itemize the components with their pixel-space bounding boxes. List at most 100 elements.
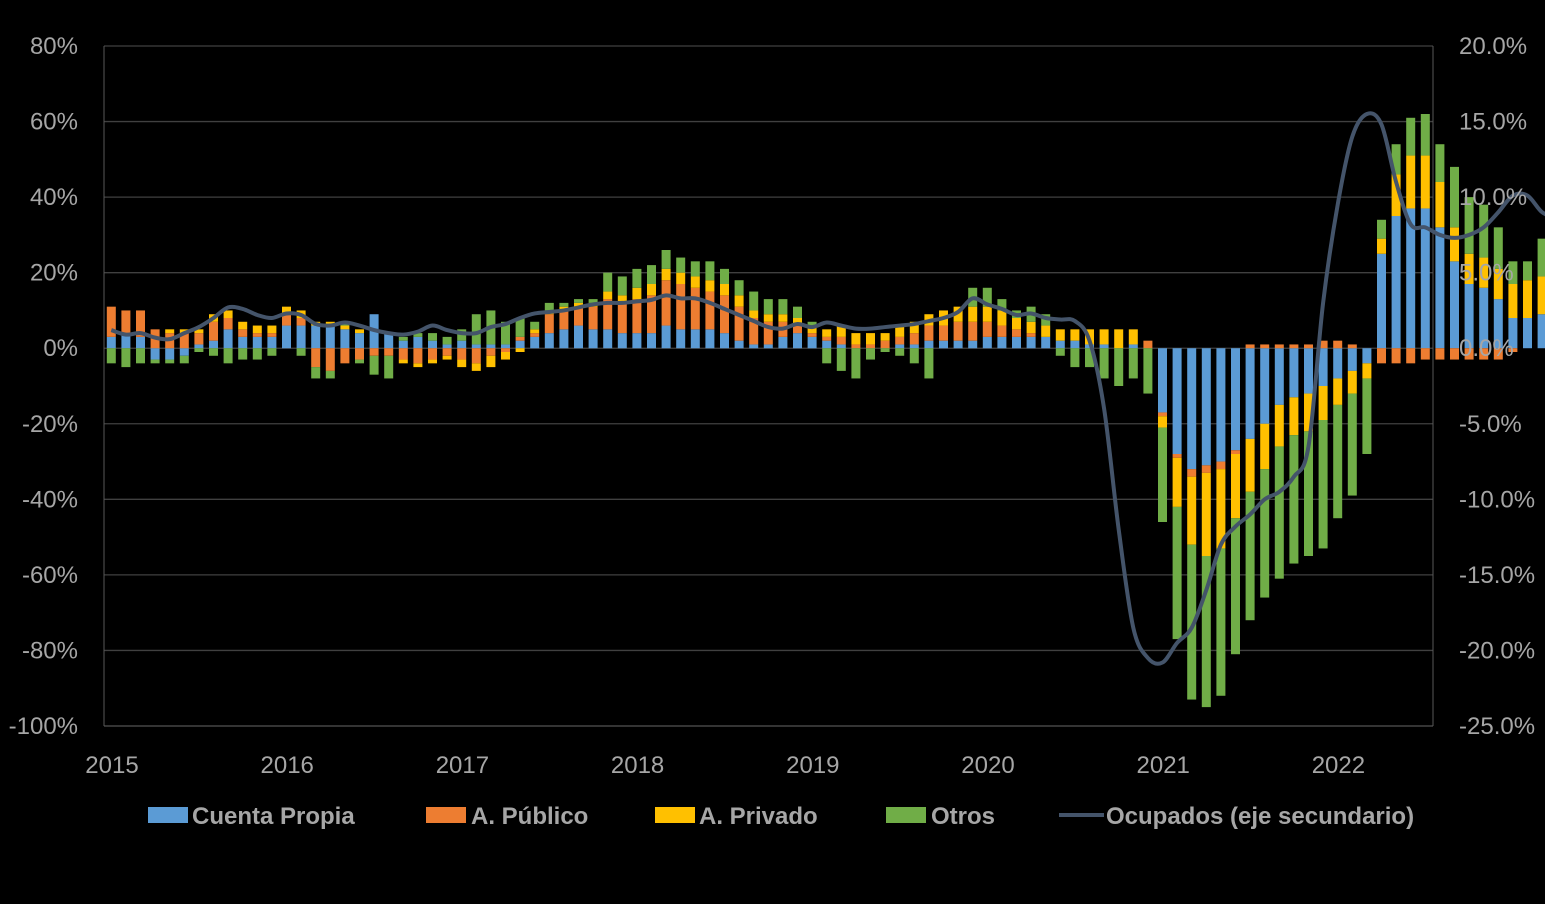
bar-segment-cuenta-propia (282, 325, 291, 349)
bar-segment-a-privado (632, 287, 642, 300)
bar-segment-a-privado (355, 329, 364, 334)
bar-segment-a-p-blico (807, 333, 817, 337)
bar-segment-otros (1070, 348, 1080, 368)
y-tick-label: 60% (30, 109, 78, 136)
bar-segment-a-privado (1479, 257, 1489, 288)
bar-segment-a-privado (1114, 329, 1124, 349)
bar-segment-cuenta-propia (1231, 348, 1240, 451)
bar-segment-cuenta-propia (1362, 348, 1372, 364)
bar-segment-a-p-blico (238, 329, 248, 337)
bar-segment-a-p-blico (1026, 333, 1036, 337)
ocupados-line (110, 111, 1545, 666)
bar-segment-cuenta-propia (1274, 348, 1284, 405)
bar-segment-a-p-blico (442, 348, 452, 356)
bar-segment-otros (705, 261, 715, 281)
bar-segment-otros (1201, 556, 1211, 708)
bar-segment-a-privado (1070, 329, 1080, 341)
bar-segment-a-p-blico (793, 325, 802, 334)
bar-segment-a-privado (457, 359, 467, 368)
bar-segment-cuenta-propia (1216, 348, 1226, 462)
bar-segment-a-p-blico (705, 291, 715, 330)
bar-segment-otros (106, 348, 116, 364)
bar-segment-otros (1187, 544, 1197, 700)
bar-segment-cuenta-propia (442, 344, 452, 349)
bar-segment-a-p-blico (1304, 344, 1313, 349)
bar-segment-a-p-blico (369, 348, 379, 356)
bar-segment-a-p-blico (1333, 340, 1343, 349)
bar-segment-a-privado (267, 325, 277, 334)
bar-segment-cuenta-propia (223, 329, 233, 349)
bar-segment-a-privado (282, 306, 291, 315)
bar-segment-a-p-blico (588, 306, 598, 330)
bar-segment-otros (720, 268, 729, 284)
bar-segment-otros (530, 321, 540, 330)
bars (106, 114, 1545, 708)
bar-segment-a-p-blico (486, 348, 496, 356)
bar-segment-a-p-blico (603, 299, 613, 330)
bar-segment-cuenta-propia (1128, 344, 1138, 349)
bar-segment-cuenta-propia (1493, 299, 1503, 349)
bar-segment-cuenta-propia (939, 340, 948, 349)
bar-segment-a-privado (442, 355, 452, 360)
bar-segment-otros (428, 333, 437, 341)
bar-segment-a-privado (471, 363, 481, 371)
bar-segment-cuenta-propia (778, 336, 788, 349)
bar-segment-otros (1464, 197, 1474, 254)
bar-segment-a-p-blico (880, 340, 890, 349)
bar-segment-otros (690, 261, 700, 277)
bar-segment-a-privado (763, 314, 773, 322)
bar-segment-cuenta-propia (1201, 348, 1211, 466)
bar-segment-a-p-blico (982, 321, 992, 337)
bar-segment-a-privado (1450, 227, 1459, 262)
bar-segment-a-privado (530, 329, 540, 334)
bar-segment-a-privado (1274, 404, 1284, 447)
bar-segment-a-privado (734, 295, 744, 307)
bar-segment-otros (574, 299, 583, 303)
bar-segment-a-p-blico (544, 314, 554, 334)
bar-segment-cuenta-propia (1523, 318, 1532, 349)
legend-label: Cuenta Propia (192, 803, 355, 830)
bar-segment-otros (676, 257, 686, 273)
bar-segment-a-privado (1216, 469, 1226, 549)
bar-segment-a-p-blico (866, 344, 875, 349)
bar-segment-a-p-blico (1391, 348, 1401, 364)
bar-segment-a-p-blico (501, 348, 510, 352)
bar-segment-a-privado (1508, 284, 1518, 318)
bar-segment-a-privado (1099, 329, 1109, 345)
bar-segment-a-privado (515, 348, 525, 352)
bar-segment-a-p-blico (1201, 465, 1211, 473)
bar-segment-otros (734, 280, 744, 296)
bar-segment-a-privado (501, 352, 510, 360)
bar-segment-cuenta-propia (1391, 216, 1401, 349)
x-tick-label: 2020 (961, 752, 1014, 779)
bar-segment-a-privado (1128, 329, 1138, 345)
legend-label: A. Privado (699, 803, 818, 830)
bar-segment-cuenta-propia (1304, 348, 1313, 394)
bar-segment-a-privado (1318, 386, 1328, 420)
bar-segment-a-privado (676, 272, 686, 284)
bar-segment-a-privado (486, 355, 496, 368)
bar-segment-otros (1304, 431, 1313, 556)
bar-segment-a-p-blico (1479, 348, 1489, 360)
x-tick-label: 2017 (436, 752, 489, 779)
bar-segment-otros (793, 306, 802, 318)
bar-segment-otros (661, 250, 671, 269)
bar-segment-a-p-blico (720, 295, 729, 334)
bar-segment-a-p-blico (1318, 340, 1328, 349)
bar-segment-otros (150, 359, 160, 364)
bar-segment-otros (1289, 435, 1299, 564)
bar-segment-cuenta-propia (355, 333, 364, 349)
bar-segment-cuenta-propia (924, 340, 934, 349)
bar-segment-a-privado (690, 276, 700, 288)
bar-segment-a-privado (895, 325, 905, 337)
bar-segment-a-privado (705, 280, 715, 292)
bar-segment-otros (836, 348, 846, 371)
bar-segment-a-p-blico (428, 348, 437, 360)
bar-segment-a-p-blico (1260, 344, 1270, 349)
bar-segment-cuenta-propia (1289, 348, 1299, 398)
bar-segment-otros (136, 348, 145, 364)
bar-segment-a-privado (1391, 174, 1401, 216)
bar-segment-a-privado (1406, 155, 1416, 209)
bar-segment-otros (296, 348, 306, 356)
bar-segment-cuenta-propia (836, 344, 846, 349)
